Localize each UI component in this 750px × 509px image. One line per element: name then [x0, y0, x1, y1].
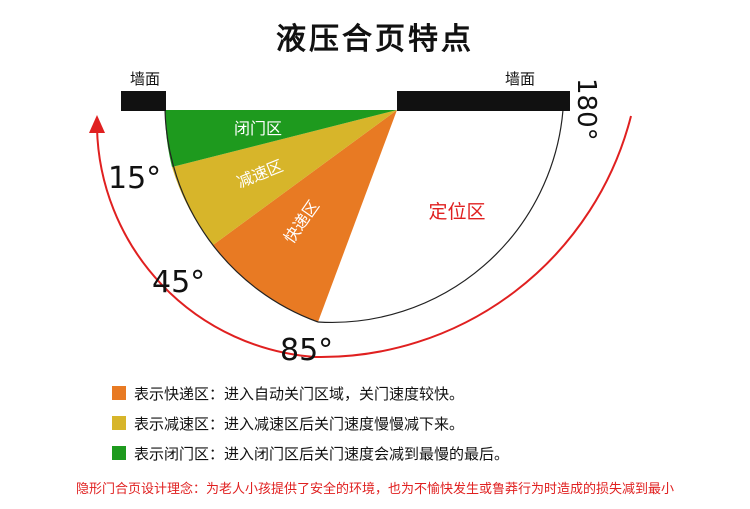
- angle-15-label: 15°: [108, 161, 161, 196]
- angle-85-label: 85°: [280, 333, 333, 368]
- angle-180-label: 180°: [571, 78, 601, 141]
- zone-close-label: 闭门区: [234, 119, 282, 138]
- sector-positioning: [317, 109, 564, 324]
- sector-fast: [213, 110, 397, 322]
- sector-outline: [164, 109, 319, 323]
- return-arrow-left: [96, 127, 316, 358]
- zone-positioning-label: 定位区: [428, 201, 485, 223]
- page-title: 液压合页特点: [276, 22, 474, 57]
- legend-item-fast: 表示快递区：进入自动关门区域，关门速度较快。: [112, 380, 509, 406]
- legend-text: 表示减速区：进入减速区后关门速度慢慢减下来。: [134, 414, 465, 433]
- legend-swatch: [112, 416, 126, 430]
- sector-slow: [172, 110, 397, 245]
- wall-left: [121, 91, 166, 111]
- legend-item-slow: 表示减速区：进入减速区后关门速度慢慢减下来。: [112, 410, 509, 436]
- legend-text: 表示快递区：进入自动关门区域，关门速度较快。: [134, 384, 465, 403]
- legend-text: 表示闭门区：进入闭门区后关门速度会减到最慢的最后。: [134, 444, 510, 463]
- arrow-head-icon: [89, 115, 105, 133]
- sector-close: [164, 110, 397, 167]
- legend-item-close: 表示闭门区：进入闭门区后关门速度会减到最慢的最后。: [112, 440, 509, 466]
- legend: 表示快递区：进入自动关门区域，关门速度较快。 表示减速区：进入减速区后关门速度慢…: [112, 380, 509, 470]
- angle-45-label: 45°: [152, 265, 205, 300]
- legend-swatch: [112, 386, 126, 400]
- wall-right-label: 墙面: [505, 70, 535, 88]
- return-arrow-right: [314, 115, 632, 359]
- footer-note: 隐形门合页设计理念：为老人小孩提供了安全的环境，也为不愉快发生或鲁莽行为时造成的…: [75, 482, 674, 497]
- wall-left-label: 墙面: [130, 70, 160, 88]
- legend-swatch: [112, 446, 126, 460]
- wall-right: [397, 91, 570, 111]
